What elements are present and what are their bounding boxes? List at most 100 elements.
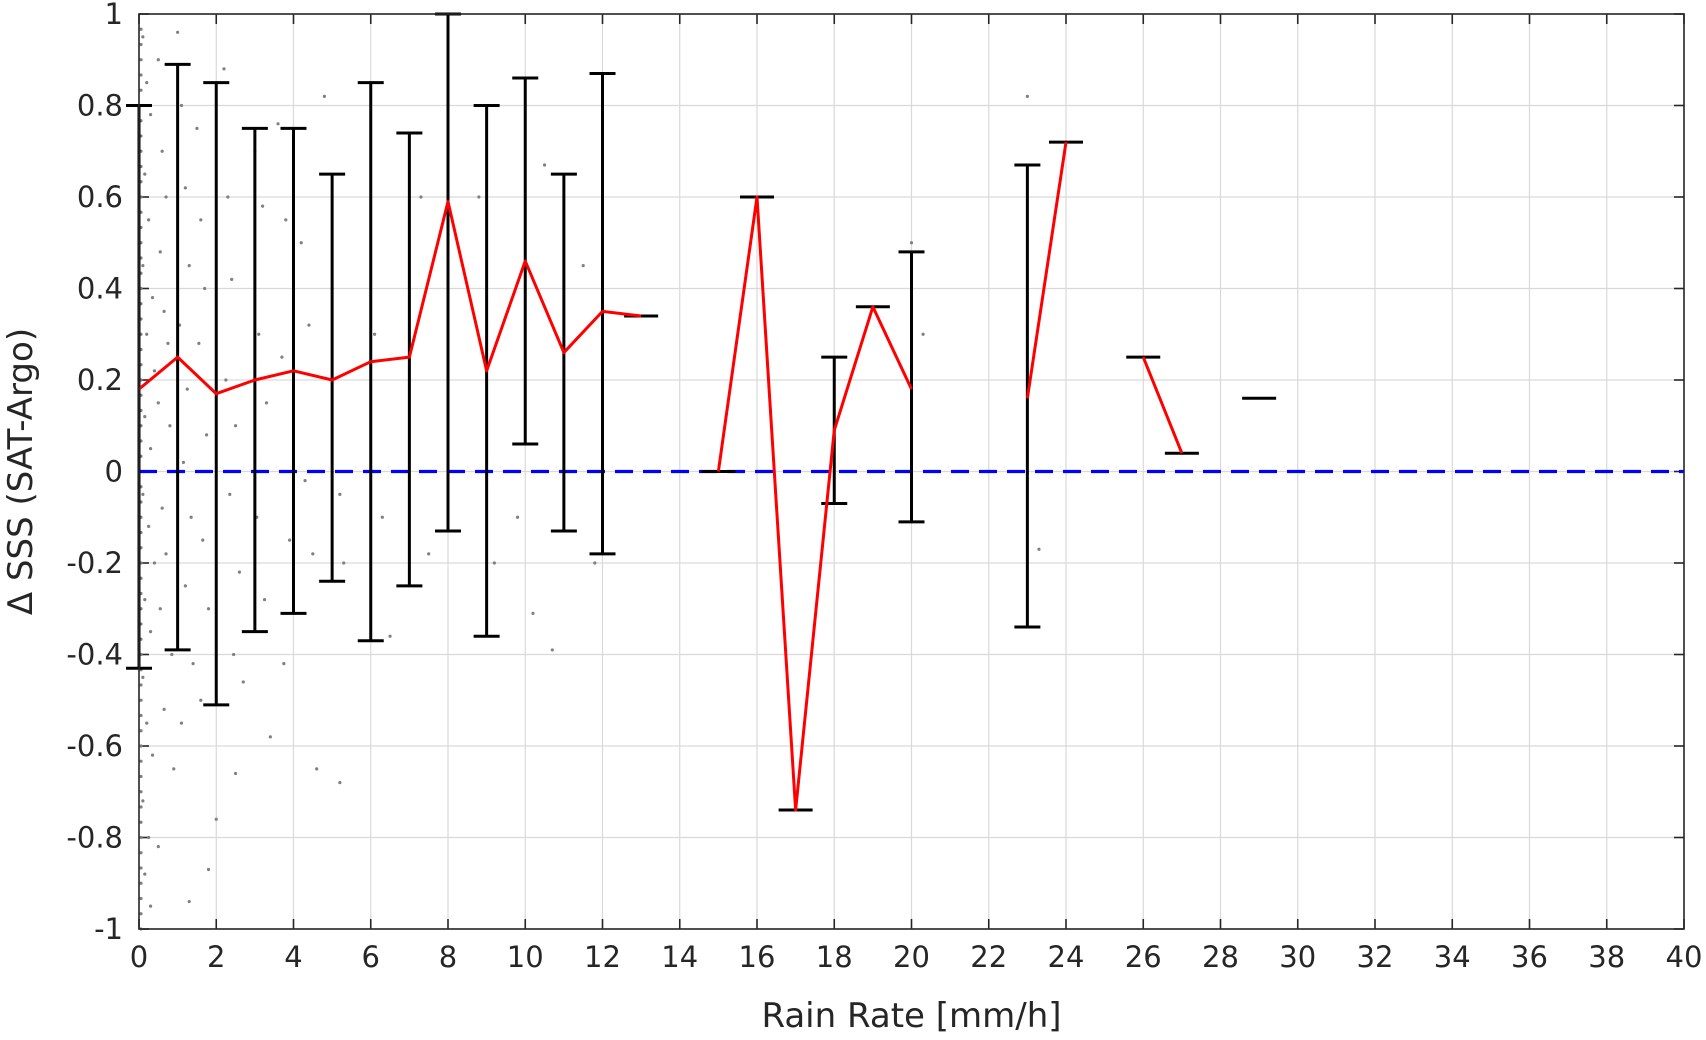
scatter-point <box>181 460 186 464</box>
plot-frame <box>138 13 1685 930</box>
y-tick-label: -1 <box>94 912 123 946</box>
scatter-point <box>156 58 160 62</box>
scatter-point <box>139 805 143 809</box>
scatter-point <box>141 492 145 496</box>
scatter-point <box>189 515 193 519</box>
scatter-point <box>909 241 914 245</box>
y-tick-label: -0.4 <box>66 638 123 672</box>
scatter-point <box>139 835 143 840</box>
scatter-point <box>156 845 160 849</box>
scatter-point <box>139 58 143 62</box>
scatter-point <box>515 515 520 519</box>
x-tick-label: 4 <box>284 940 302 974</box>
x-tick-label: 40 <box>1666 940 1703 974</box>
scatter-point <box>150 296 155 300</box>
x-tick-label: 12 <box>584 940 621 974</box>
mean-line-segment <box>716 195 913 812</box>
scatter-point <box>139 851 143 855</box>
scatter-point <box>492 561 496 565</box>
scatter-point <box>311 552 315 556</box>
scatter-point <box>162 707 166 712</box>
scatter-point <box>183 186 187 190</box>
scatter-point <box>148 630 153 634</box>
x-tick-label: 6 <box>362 940 380 974</box>
scatter-point <box>228 492 232 496</box>
x-tick-label: 16 <box>739 940 776 974</box>
scatter-point <box>156 401 160 405</box>
scatter-point <box>224 378 228 382</box>
y-tick-label: 1 <box>105 0 123 31</box>
x-tick-label: 22 <box>970 940 1007 974</box>
y-tick-label: -0.2 <box>66 546 123 580</box>
x-tick-label: 26 <box>1125 940 1162 974</box>
scatter-point <box>148 113 153 117</box>
scatter-point <box>214 817 218 821</box>
y-tick-label: -0.8 <box>66 821 123 855</box>
scatter-point <box>147 218 151 222</box>
scatter-point <box>139 698 143 702</box>
scatter-point <box>581 264 585 268</box>
scatter-point <box>199 698 203 702</box>
scatter-point <box>152 369 157 373</box>
x-tick-label: 18 <box>816 940 853 974</box>
scatter-point <box>299 241 303 245</box>
scatter-point <box>197 341 201 345</box>
scatter-point <box>139 88 143 92</box>
x-tick-label: 36 <box>1511 940 1548 974</box>
scatter-point <box>280 355 284 359</box>
scatter-point <box>380 515 384 519</box>
y-tick-label: -0.6 <box>66 729 123 763</box>
scatter-point <box>176 30 180 34</box>
mean-line-layer <box>138 141 1184 812</box>
scatter-point <box>550 648 554 652</box>
scatter-point <box>143 172 147 176</box>
scatter-point <box>172 767 176 771</box>
scatter-point <box>147 835 151 840</box>
scatter-layer <box>139 27 1041 931</box>
scatter-point <box>145 721 149 725</box>
scatter-point <box>419 195 423 199</box>
scatter-point <box>427 552 431 556</box>
scatter-point <box>257 332 261 336</box>
scatter-point <box>373 332 377 336</box>
scatter-point <box>160 149 164 153</box>
mean-line-segment <box>138 200 642 396</box>
scatter-point <box>230 277 234 281</box>
x-tick-label: 2 <box>207 940 225 974</box>
scatter-point <box>338 492 342 496</box>
scatter-point <box>141 35 145 39</box>
y-tick-label: 0.6 <box>77 180 123 214</box>
scatter-point <box>139 759 143 763</box>
scatter-point <box>164 552 168 556</box>
scatter-point <box>282 662 286 666</box>
scatter-point <box>139 820 143 824</box>
x-tick-label: 8 <box>439 940 457 974</box>
scatter-point <box>139 896 143 901</box>
scatter-point <box>143 598 147 602</box>
scatter-point <box>148 904 153 908</box>
mean-line-segment <box>1141 356 1184 454</box>
y-tick-label: 0.4 <box>77 272 123 306</box>
y-tick-label: 0 <box>105 455 123 489</box>
scatter-point <box>203 286 207 291</box>
scatter-point <box>145 81 149 85</box>
scatter-point <box>531 611 535 615</box>
scatter-point <box>191 662 195 666</box>
scatter-point <box>139 881 143 885</box>
x-tick-label: 0 <box>130 940 148 974</box>
scatter-point <box>166 341 170 345</box>
scatter-point <box>222 67 226 71</box>
x-axis-title: Rain Rate [mm/h] <box>761 996 1061 1035</box>
scatter-point <box>139 27 143 31</box>
scatter-point <box>206 867 211 872</box>
scatter-point <box>139 866 143 870</box>
scatter-point <box>477 195 481 199</box>
y-tick-labels: -1 -0.8 -0.6 -0.4 -0.2 0 0.2 0.4 0.6 0.8 1 <box>66 0 123 946</box>
scatter-point <box>307 323 311 327</box>
scatter-point <box>139 73 143 77</box>
scatter-point <box>199 218 203 222</box>
scatter-point <box>143 872 147 876</box>
scatter-point <box>164 195 168 199</box>
